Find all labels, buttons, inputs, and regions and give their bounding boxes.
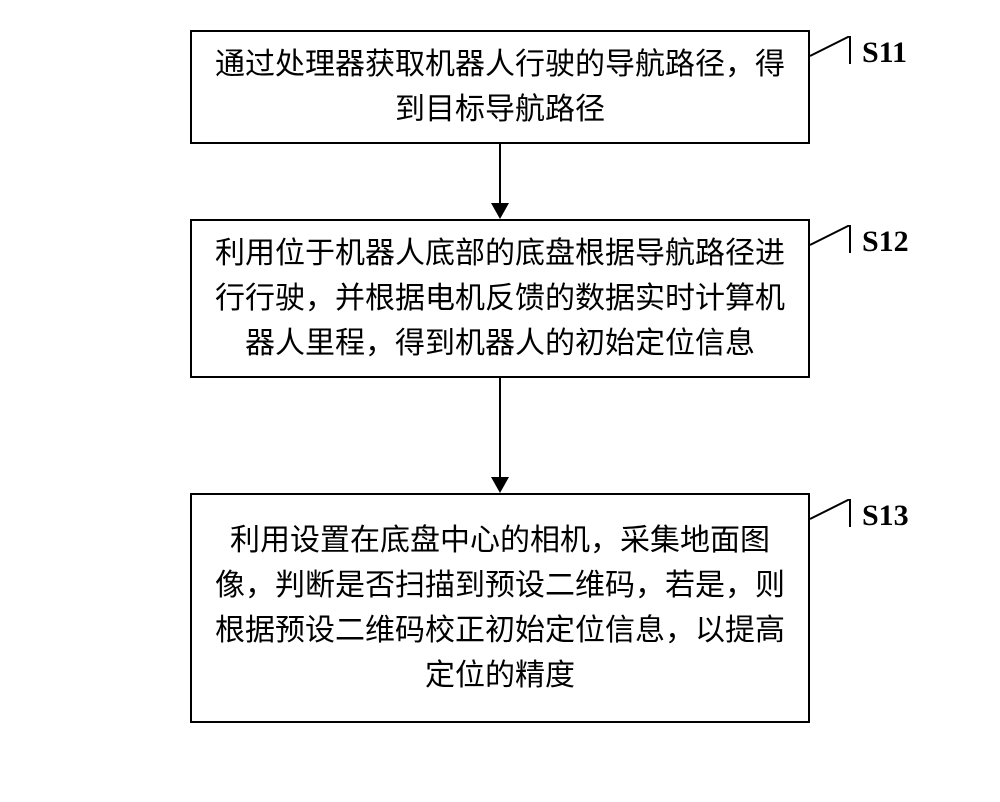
flow-step-row: 利用设置在底盘中心的相机，采集地面图像，判断是否扫描到预设二维码，若是，则根据预… (40, 493, 960, 723)
arrow-line (499, 378, 501, 478)
step-label: S11 (862, 36, 907, 70)
step-connector-icon (810, 499, 860, 527)
flow-step-row: 利用位于机器人底部的底盘根据导航路径进行行驶，并根据电机反馈的数据实时计算机器人… (40, 219, 960, 378)
arrow-head-icon (491, 203, 509, 219)
step-label-wrap: S12 (810, 225, 909, 259)
step-label-wrap: S11 (810, 36, 907, 70)
step-label: S13 (862, 499, 909, 533)
flow-step-row: 通过处理器获取机器人行驶的导航路径，得到目标导航路径 S11 (40, 30, 960, 144)
step-connector-icon (810, 36, 860, 64)
flow-arrow (491, 378, 509, 493)
arrow-head-icon (491, 477, 509, 493)
step-label: S12 (862, 225, 909, 259)
flowchart: 通过处理器获取机器人行驶的导航路径，得到目标导航路径 S11 利用位于机器人底部的底… (40, 30, 960, 723)
step-label-wrap: S13 (810, 499, 909, 533)
flow-step-box: 通过处理器获取机器人行驶的导航路径，得到目标导航路径 (190, 30, 810, 144)
step-connector-icon (810, 225, 860, 253)
arrow-line (499, 144, 501, 204)
flow-step-box: 利用位于机器人底部的底盘根据导航路径进行行驶，并根据电机反馈的数据实时计算机器人… (190, 219, 810, 378)
flow-step-box: 利用设置在底盘中心的相机，采集地面图像，判断是否扫描到预设二维码，若是，则根据预… (190, 493, 810, 723)
flow-arrow (491, 144, 509, 219)
